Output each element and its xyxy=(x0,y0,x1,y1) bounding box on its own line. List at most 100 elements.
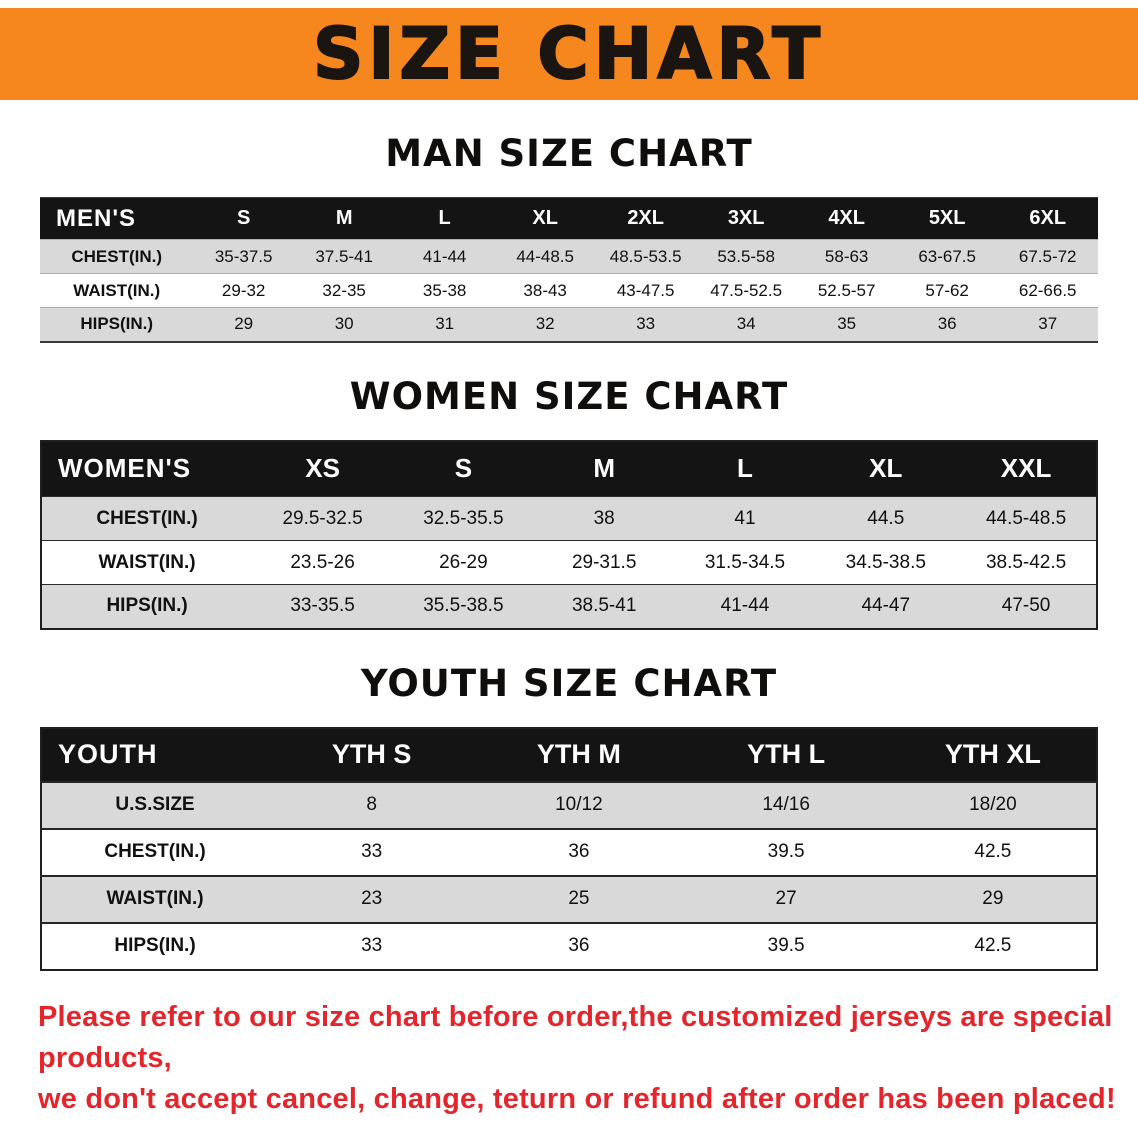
size-value-cell: 35-37.5 xyxy=(214,246,273,266)
size-value-cell: 62-66.5 xyxy=(1018,280,1077,300)
size-column-header: XL xyxy=(815,440,957,497)
size-value-cell: 52.5-57 xyxy=(817,280,876,300)
women-section-title: WOMEN SIZE CHART xyxy=(349,374,789,418)
size-value-cell: 38.5-42.5 xyxy=(985,551,1067,573)
men-table-header: MEN'S S M L XL 2XL 3XL 4XL 5XL 6XL xyxy=(40,197,1098,240)
size-value-cell: 44.5 xyxy=(867,507,905,529)
size-value-cell: 32 xyxy=(535,314,555,334)
size-value-cell: 29-31.5 xyxy=(571,551,637,573)
size-value-cell: 58-63 xyxy=(824,246,869,266)
size-column-header: S xyxy=(193,197,294,240)
table-row: HIPS(IN.) 29 30 31 32 33 34 35 36 37 xyxy=(40,307,1098,342)
size-value-cell: 14/16 xyxy=(762,794,810,815)
size-value-cell: 29 xyxy=(234,314,254,334)
table-corner-label: YOUTH xyxy=(41,727,269,782)
size-value-cell: 37 xyxy=(1038,314,1058,334)
size-value-cell: 25 xyxy=(568,888,590,909)
size-value-cell: 43-47.5 xyxy=(616,280,675,300)
size-column-header: XL xyxy=(494,197,596,240)
size-value-cell: 29-32 xyxy=(221,280,266,300)
table-row: HIPS(IN.) 33-35.5 35.5-38.5 38.5-41 41-44 44-… xyxy=(41,584,1097,629)
size-value-cell: 42.5 xyxy=(974,841,1012,862)
size-column-header: YTH S xyxy=(268,727,476,782)
row-label: HIPS(IN.) xyxy=(106,595,188,617)
table-row: WAIST(IN.) 29-32 32-35 35-38 38-43 43-47.5 47.… xyxy=(40,273,1098,308)
row-label: WAIST(IN.) xyxy=(73,280,161,300)
size-value-cell: 39.5 xyxy=(767,935,805,956)
table-row: WAIST(IN.) 23 25 27 29 xyxy=(41,875,1097,923)
row-label: U.S.SIZE xyxy=(115,794,195,815)
disclaimer-line-1: Please refer to our size chart before or… xyxy=(38,1000,1113,1074)
size-column-header: S xyxy=(392,440,534,497)
row-label: HIPS(IN.) xyxy=(114,935,196,956)
row-label: CHEST(IN.) xyxy=(96,507,198,529)
size-value-cell: 32.5-35.5 xyxy=(423,507,504,529)
size-value-cell: 35-38 xyxy=(422,280,467,300)
size-value-cell: 8 xyxy=(366,794,377,815)
size-value-cell: 38.5-41 xyxy=(571,595,637,617)
youth-size-table: YOUTH YTH S YTH M YTH L YTH XL U.S.SIZE 8 10/1… xyxy=(40,726,1098,971)
size-value-cell: 29 xyxy=(982,888,1004,909)
table-corner-label: WOMEN'S xyxy=(41,440,253,497)
size-column-header: L xyxy=(394,197,495,240)
size-value-cell: 57-62 xyxy=(925,280,969,300)
size-column-header: M xyxy=(533,440,675,497)
size-column-header: YTH L xyxy=(682,727,890,782)
size-value-cell: 48.5-53.5 xyxy=(609,246,682,266)
size-column-header: L xyxy=(674,440,816,497)
women-size-chart-section: WOMEN SIZE CHART WOMEN'S XS S M L XL XXL CHEST… xyxy=(0,375,1138,630)
row-label: CHEST(IN.) xyxy=(71,246,163,266)
size-column-header: YTH M xyxy=(475,727,683,782)
size-column-header: 5XL xyxy=(896,197,998,240)
size-value-cell: 63-67.5 xyxy=(918,246,976,266)
size-value-cell: 47-50 xyxy=(1001,595,1051,617)
size-value-cell: 67.5-72 xyxy=(1018,246,1077,266)
women-size-table: WOMEN'S XS S M L XL XXL CHEST(IN.) 29.5-32.5 32.… xyxy=(40,439,1098,630)
size-value-cell: 35 xyxy=(837,314,857,334)
size-value-cell: 18/20 xyxy=(969,794,1017,815)
size-value-cell: 33 xyxy=(361,841,383,862)
youth-size-chart-section: YOUTH SIZE CHART YOUTH YTH S YTH M YTH L YTH… xyxy=(0,662,1138,971)
size-value-cell: 37.5-41 xyxy=(315,246,373,266)
women-table-header: WOMEN'S XS S M L XL XXL xyxy=(41,440,1097,497)
size-value-cell: 27 xyxy=(775,888,797,909)
size-chart-page: SIZE CHART MAN SIZE CHART MEN'S S M L XL 2XL 3… xyxy=(0,8,1138,1120)
table-corner-label: MEN'S xyxy=(40,197,194,240)
page-title: SIZE CHART xyxy=(312,13,826,95)
size-value-cell: 31.5-34.5 xyxy=(704,551,786,573)
size-value-cell: 33 xyxy=(361,935,383,956)
size-column-header: XXL xyxy=(956,440,1097,497)
table-row: HIPS(IN.) 33 36 39.5 42.5 xyxy=(41,922,1097,970)
size-value-cell: 38-43 xyxy=(523,280,567,300)
size-value-cell: 44.5-48.5 xyxy=(985,507,1067,529)
size-value-cell: 44-48.5 xyxy=(516,246,574,266)
size-value-cell: 26-29 xyxy=(439,551,488,573)
size-value-cell: 23.5-26 xyxy=(290,551,355,573)
size-value-cell: 33 xyxy=(636,314,656,334)
size-value-cell: 36 xyxy=(568,935,590,956)
size-value-cell: 36 xyxy=(937,314,957,334)
table-row: CHEST(IN.) 35-37.5 37.5-41 41-44 44-48.5 48.5… xyxy=(40,239,1098,274)
size-value-cell: 10/12 xyxy=(555,794,603,815)
size-value-cell: 41-44 xyxy=(720,595,770,617)
size-column-header: 4XL xyxy=(796,197,897,240)
size-value-cell: 41-44 xyxy=(422,246,467,266)
size-value-cell: 39.5 xyxy=(767,841,805,862)
size-value-cell: 34.5-38.5 xyxy=(845,551,926,573)
size-value-cell: 41 xyxy=(734,507,756,529)
size-column-header: 3XL xyxy=(695,197,797,240)
table-row: CHEST(IN.) 33 36 39.5 42.5 xyxy=(41,828,1097,876)
row-label: WAIST(IN.) xyxy=(98,551,196,573)
size-value-cell: 35.5-38.5 xyxy=(423,595,504,617)
row-label: WAIST(IN.) xyxy=(106,888,204,909)
youth-section-title: YOUTH SIZE CHART xyxy=(360,661,778,705)
men-size-chart-section: MAN SIZE CHART MEN'S S M L XL 2XL 3XL 4XL 5XL 6XL… xyxy=(0,132,1138,343)
size-column-header: M xyxy=(293,197,395,240)
youth-table-body: U.S.SIZE 8 10/12 14/16 18/20 CHEST(IN.) 33 36 39… xyxy=(41,781,1097,970)
size-value-cell: 53.5-58 xyxy=(717,246,775,266)
banner: SIZE CHART xyxy=(0,8,1138,100)
table-row: WAIST(IN.) 23.5-26 26-29 29-31.5 31.5-34.5 34… xyxy=(41,540,1097,585)
disclaimer: Please refer to our size chart before or… xyxy=(38,997,1138,1120)
row-label: CHEST(IN.) xyxy=(104,841,206,862)
men-section-title: MAN SIZE CHART xyxy=(385,132,753,175)
